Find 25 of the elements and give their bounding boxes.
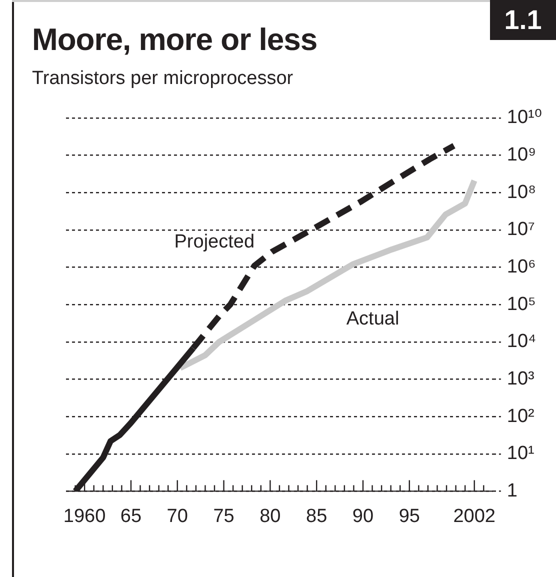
x-tick-label: 85 (306, 506, 328, 527)
text: 1.1 (490, 0, 556, 40)
y-tick-label: 10³ (506, 368, 534, 390)
y-tick-label: 10⁶ (506, 256, 536, 278)
y-tick-label: 10⁸ (506, 182, 536, 203)
chart-title: Moore, more or less (32, 22, 318, 58)
x-tick-label: 70 (166, 506, 188, 527)
x-tick-label: 90 (352, 506, 374, 527)
series-label: Actual (346, 308, 400, 330)
y-tick-label: 10⁷ (506, 219, 536, 240)
y-tick-label: 10⁴ (506, 331, 536, 352)
y-tick-label: 10¹⁰ (506, 107, 542, 128)
x-tick-label: 1960 (63, 506, 106, 527)
y-tick-label: 10² (506, 406, 534, 427)
x-tick-label: 80 (260, 506, 281, 527)
x-tick-label: 2002 (453, 506, 496, 527)
x-tick-label: 75 (213, 506, 234, 527)
x-tick-label: 95 (398, 506, 420, 527)
y-tick-label: 10¹ (506, 443, 534, 464)
y-tick-label: 10⁵ (506, 294, 536, 315)
y-tick-label: 10⁹ (506, 144, 536, 166)
chart-subtitle: Transistors per microprocessor (32, 68, 294, 90)
x-tick-label: 65 (120, 506, 142, 527)
y-tick-label: 1 (506, 480, 518, 502)
series-label: Projected (174, 232, 255, 253)
